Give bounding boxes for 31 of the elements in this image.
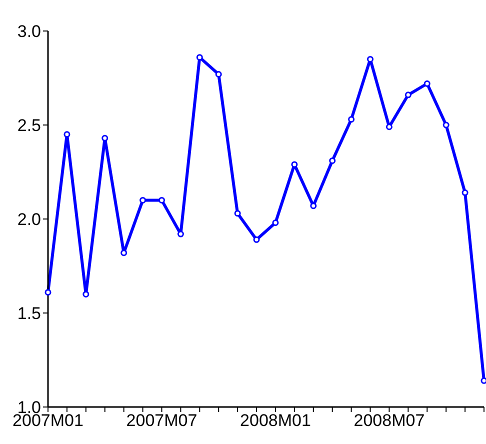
point xyxy=(310,202,317,210)
point xyxy=(272,220,279,226)
point xyxy=(177,230,184,238)
point xyxy=(82,290,90,298)
point xyxy=(386,124,392,130)
x-tick-label: 2007M07 xyxy=(126,411,198,430)
point xyxy=(424,80,430,87)
y-tick-label: 3.0 xyxy=(17,22,41,42)
point xyxy=(291,161,298,168)
point xyxy=(140,196,146,204)
point xyxy=(120,250,128,256)
point xyxy=(367,56,374,62)
y-tick-label: 1.5 xyxy=(17,304,41,324)
x-tick-label: 2008M07 xyxy=(354,411,425,430)
x-tick-label: 2008M01 xyxy=(240,411,311,430)
point xyxy=(102,134,108,142)
point xyxy=(442,122,450,128)
point xyxy=(234,210,241,217)
y-tick-label: 2.0 xyxy=(17,210,41,230)
point xyxy=(348,116,355,123)
point xyxy=(44,289,52,296)
point xyxy=(462,189,468,196)
point xyxy=(480,377,486,384)
point xyxy=(404,92,412,98)
point xyxy=(158,196,165,204)
point xyxy=(64,131,70,138)
point xyxy=(253,236,260,243)
y-tick-label: 2.5 xyxy=(17,116,41,136)
point xyxy=(329,157,336,164)
point xyxy=(196,54,203,61)
point xyxy=(215,70,222,78)
